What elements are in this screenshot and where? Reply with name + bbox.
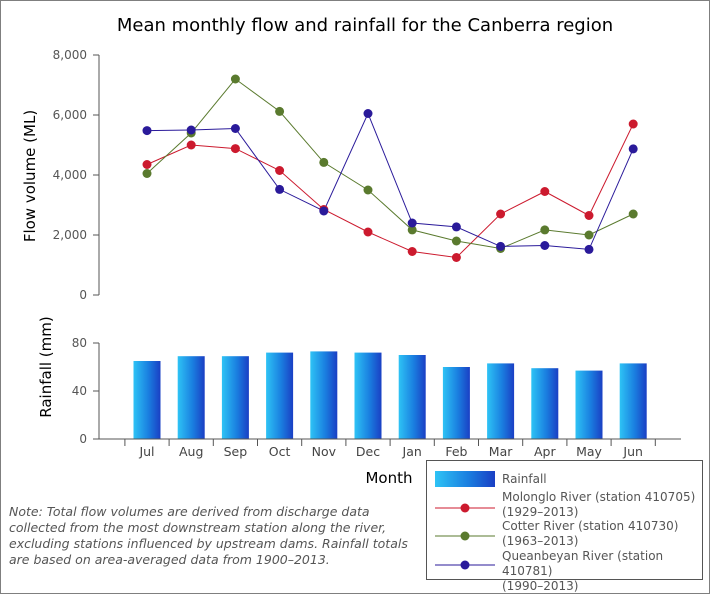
flow-point-series-2: [628, 144, 638, 154]
rainfall-bar: [177, 356, 205, 439]
flow-point-series-0: [540, 187, 550, 196]
flow-point-series-0: [451, 253, 461, 262]
legend-label-rainfall: Rainfall: [502, 472, 547, 486]
rainfall-bar: [487, 363, 515, 439]
flow-point-series-2: [186, 125, 196, 135]
flow-line-series-1: [146, 78, 634, 250]
flow-point-series-1: [451, 236, 461, 246]
rainfall-bars: [133, 351, 647, 439]
flow-point-series-2: [407, 218, 417, 228]
flow-point-series-2: [451, 222, 461, 232]
month-tick-label: May: [576, 444, 602, 459]
x-axis-label: Month: [365, 469, 412, 487]
legend-period-queanbeyan: (1990–2013): [502, 579, 579, 593]
flow-point-series-0: [186, 140, 196, 150]
legend-name-molonglo: Molonglo River (station 410705): [502, 490, 696, 504]
flow-lines: [142, 74, 638, 262]
flow-line-series-2: [146, 112, 634, 250]
flow-point-series-2: [540, 241, 550, 250]
rainfall-bar: [398, 355, 426, 439]
legend-label-queanbeyan: Queanbeyan River (station 410781) (1990–…: [502, 549, 702, 594]
month-tick-label: Sep: [224, 444, 248, 459]
flow-tick-label: 4,000: [53, 168, 87, 182]
rainfall-bar: [221, 356, 249, 439]
month-tick-label: Oct: [269, 444, 291, 459]
month-tick-label: Jun: [622, 444, 643, 459]
flow-point-series-0: [275, 166, 285, 175]
chart-title: Mean monthly flow and rainfall for the C…: [117, 15, 613, 36]
rain-tick-label: 0: [79, 432, 87, 446]
flow-point-series-2: [584, 244, 594, 254]
flow-point-series-1: [540, 225, 550, 235]
legend-period-cotter: (1963–2013): [502, 534, 579, 548]
flow-tick-label: 6,000: [53, 108, 87, 122]
legend-bar-swatch: [435, 471, 495, 487]
rainfall-bar: [354, 352, 382, 439]
legend-line-swatch-cotter: [435, 531, 495, 541]
flow-point-series-0: [230, 144, 240, 154]
rainfall-bar: [575, 370, 603, 439]
rain-tick-label: 80: [72, 336, 87, 350]
flow-point-series-1: [407, 225, 417, 235]
month-axis: Jul Aug Sep Oct Nov Dec Jan Feb Mar Apr May Jun: [99, 438, 681, 459]
flow-point-series-1: [584, 230, 594, 240]
legend: Rainfall Molonglo River (station 410705)…: [426, 460, 703, 593]
flow-point-series-0: [628, 119, 638, 129]
legend-label-cotter: Cotter River (station 410730) (1963–2013…: [502, 519, 678, 549]
flow-point-series-2: [230, 124, 240, 133]
month-tick-label: Jan: [402, 444, 422, 459]
rainfall-y-axis-label: Rainfall (mm): [37, 316, 55, 417]
month-tick-label: Aug: [179, 444, 203, 459]
flow-point-series-0: [584, 211, 594, 220]
flow-tick-label: 2,000: [53, 228, 87, 242]
flow-point-series-2: [142, 126, 152, 136]
flow-point-series-0: [142, 160, 152, 169]
flow-tick-label: 0: [79, 288, 87, 302]
month-tick-label: Feb: [445, 444, 467, 459]
rainfall-bar: [619, 363, 647, 439]
legend-period-molonglo: (1929–2013): [502, 505, 579, 519]
flow-axis: 8,000 6,000 4,000 2,000 0: [53, 48, 100, 302]
rain-axis: 80 40 0: [72, 336, 100, 446]
footnote: Note: Total flow volumes are derived fro…: [9, 504, 408, 567]
rain-tick-label: 40: [72, 384, 87, 398]
flow-point-series-1: [628, 209, 638, 219]
flow-point-series-1: [319, 157, 329, 167]
flow-y-axis-label: Flow volume (ML): [21, 110, 39, 242]
flow-point-series-0: [496, 209, 506, 219]
rainfall-bar: [133, 361, 161, 439]
rainfall-bar: [266, 352, 294, 439]
flow-point-series-2: [363, 109, 373, 118]
legend-name-queanbeyan: Queanbeyan River (station 410781): [502, 549, 664, 578]
flow-point-series-1: [275, 106, 285, 116]
rainfall-bar: [531, 368, 559, 439]
month-tick-label: Jul: [138, 444, 154, 459]
legend-line-swatch-molonglo: [435, 503, 495, 513]
flow-tick-label: 8,000: [53, 48, 87, 62]
legend-name-cotter: Cotter River (station 410730): [502, 519, 679, 533]
flow-point-series-2: [319, 206, 329, 216]
month-tick-label: Mar: [489, 444, 513, 459]
rainfall-bar: [442, 367, 470, 439]
flow-point-series-1: [363, 185, 373, 195]
flow-point-series-0: [363, 227, 373, 237]
flow-point-series-2: [496, 241, 506, 251]
month-tick-label: Apr: [534, 444, 556, 459]
legend-line-swatch-queanbeyan: [435, 560, 495, 570]
flow-line-series-0: [146, 123, 634, 259]
rainfall-bar: [310, 351, 338, 439]
month-tick-label: Nov: [312, 444, 337, 459]
month-tick-label: Dec: [356, 444, 380, 459]
flow-point-series-1: [142, 169, 152, 178]
flow-point-series-0: [407, 247, 417, 256]
flow-point-series-1: [230, 74, 240, 84]
legend-label-molonglo: Molonglo River (station 410705) (1929–20…: [502, 490, 695, 520]
flow-point-series-2: [275, 184, 285, 194]
